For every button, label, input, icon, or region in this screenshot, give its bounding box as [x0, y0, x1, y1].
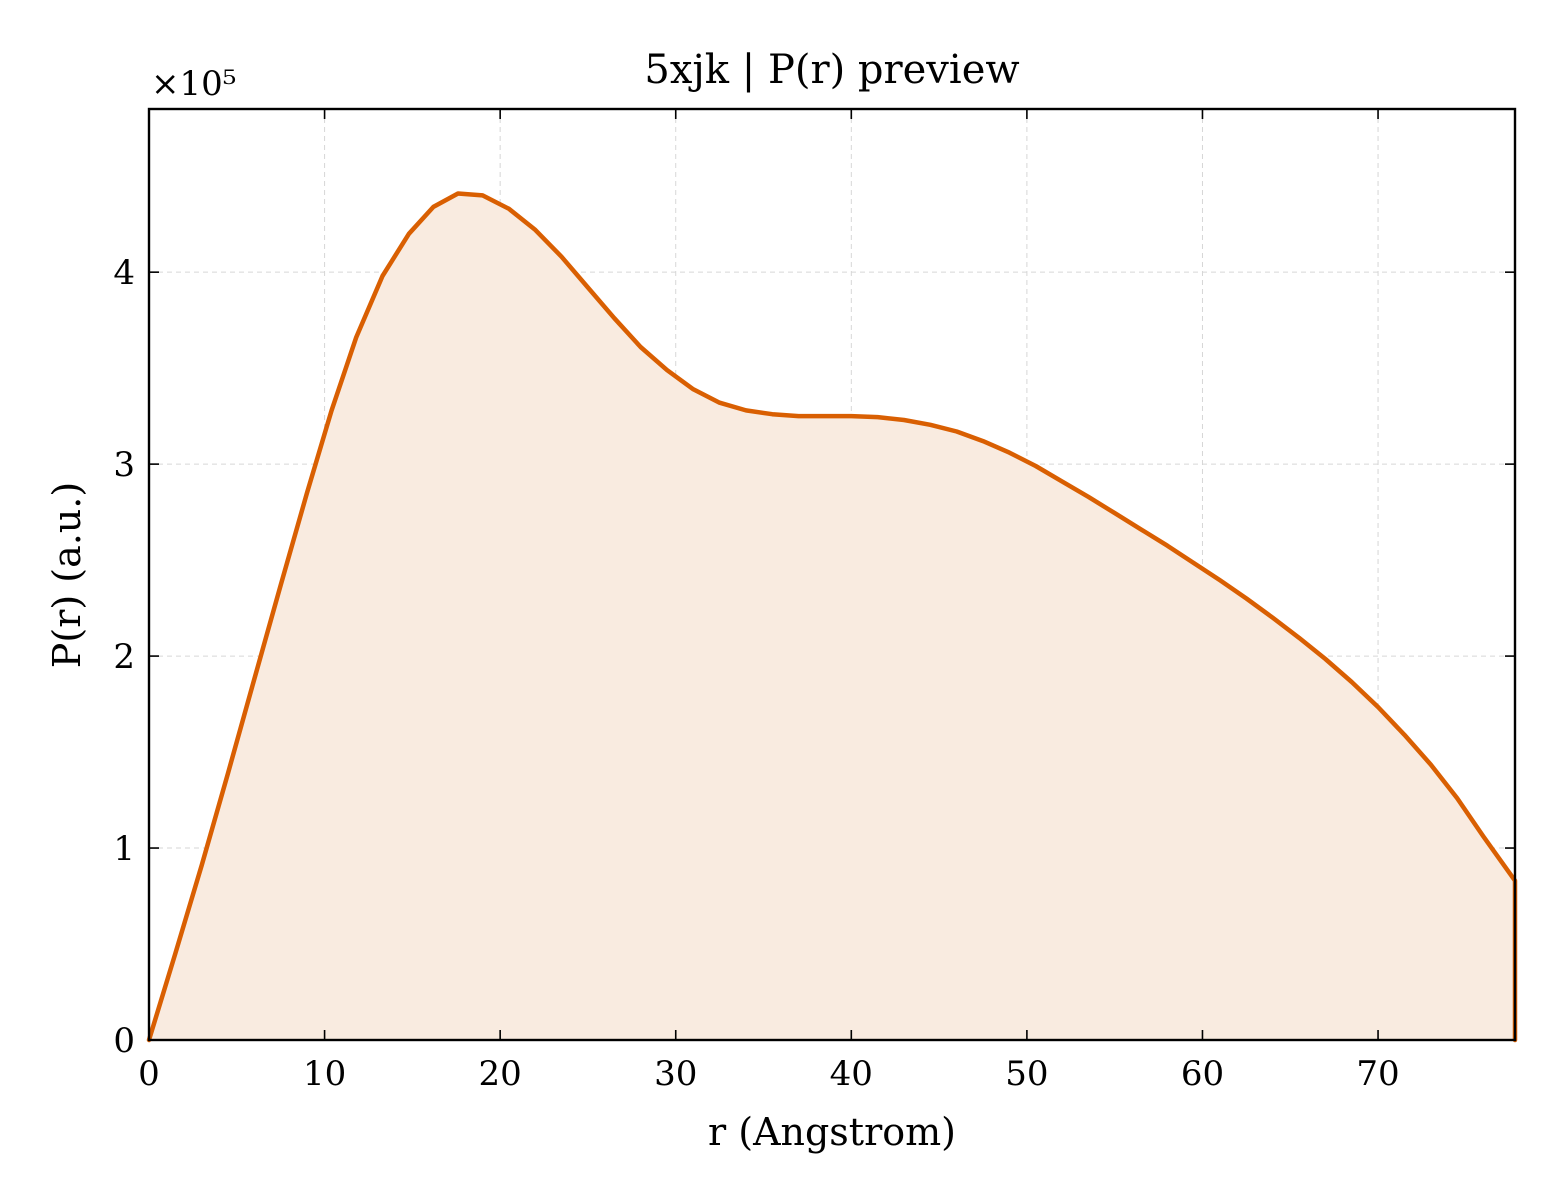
ticks [148, 109, 1515, 1041]
x-tick-label: 10 [303, 1054, 346, 1094]
x-tick-label: 60 [1181, 1054, 1224, 1094]
series-line [146, 191, 1518, 1043]
tick-labels: 0 10 20 30 40 50 60 70 0 1 2 3 4 [113, 253, 1399, 1094]
y-tick-label: 3 [113, 445, 135, 485]
y-tick-label: 0 [113, 1021, 135, 1061]
y-axis-label: P(r) (a.u.) [45, 482, 89, 668]
chart-title: 5xjk | P(r) preview [644, 47, 1019, 93]
y-tick-label: 2 [113, 637, 135, 677]
x-tick-label: 0 [138, 1054, 160, 1094]
x-tick-label: 40 [830, 1054, 873, 1094]
plot-frame [147, 107, 1517, 1042]
series-area-fill [149, 193, 1515, 1040]
x-tick-label: 50 [1005, 1054, 1048, 1094]
x-tick-label: 30 [654, 1054, 697, 1094]
x-tick-label: 20 [479, 1054, 522, 1094]
y-multiplier-label: ×10⁵ [151, 64, 236, 104]
x-axis-label: r (Angstrom) [708, 1110, 956, 1154]
y-tick-label: 4 [113, 253, 135, 293]
y-tick-label: 1 [113, 829, 135, 869]
x-tick-label: 70 [1356, 1054, 1399, 1094]
